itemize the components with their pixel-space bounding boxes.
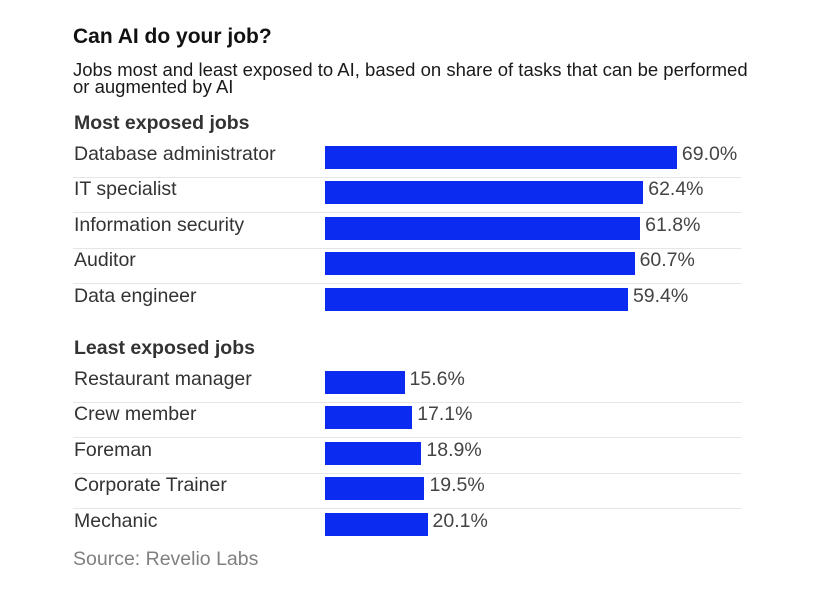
bar-row: Auditor 60.7% (73, 247, 741, 285)
chart-title: Can AI do your job? (73, 25, 272, 48)
bar-value-label: 17.1% (417, 403, 473, 426)
bar-category-label: IT specialist (74, 178, 177, 201)
bar (325, 441, 422, 465)
bar-row: Data engineer 59.4% (73, 283, 741, 319)
bar-category-label: Data engineer (74, 284, 197, 307)
bar-category-label: Mechanic (74, 509, 158, 532)
bar-category-label: Auditor (74, 249, 136, 272)
bar (325, 181, 644, 205)
source-note: Source: Revelio Labs (73, 548, 259, 570)
bar-category-label: Information security (74, 213, 245, 236)
bar-category-label: Restaurant manager (74, 368, 252, 390)
bar-value-label: 59.4% (632, 284, 689, 307)
bar (325, 512, 428, 536)
bar (325, 477, 425, 501)
bar-row: IT specialist 62.4% (73, 176, 741, 214)
bar (325, 406, 413, 430)
bar-row: Corporate Trainer 19.5% (73, 472, 741, 510)
bar (325, 146, 677, 169)
bar-row: Crew member 17.1% (73, 401, 741, 439)
chart-subtitle: Jobs most and least exposed to AI, based… (73, 59, 748, 97)
bar-category-label: Foreman (74, 438, 153, 461)
bar-value-label: 18.9% (426, 438, 482, 461)
bar (325, 371, 405, 394)
bar-value-label: 15.6% (409, 368, 465, 390)
bar-row: Restaurant manager 15.6% (73, 366, 741, 403)
section-heading-least-exposed: Least exposed jobs (74, 337, 255, 359)
bar-value-label: 61.8% (645, 213, 701, 236)
bar-value-label: 60.7% (639, 249, 695, 272)
bar (325, 287, 628, 311)
bar-value-label: 19.5% (429, 474, 485, 497)
bar-category-label: Database administrator (74, 143, 276, 165)
bar (325, 216, 641, 240)
bar-value-label: 62.4% (648, 178, 704, 201)
bar-row: Information security 61.8% (73, 212, 741, 249)
bar-category-label: Corporate Trainer (74, 474, 227, 497)
bar (325, 252, 635, 276)
bar-row: Mechanic 20.1% (73, 508, 741, 544)
bar-row: Database administrator 69.0% (73, 141, 741, 178)
bar-category-label: Crew member (74, 403, 197, 426)
bar-row: Foreman 18.9% (73, 437, 741, 474)
section-heading-most-exposed: Most exposed jobs (74, 112, 250, 134)
bar-value-label: 20.1% (432, 509, 488, 532)
bar-value-label: 69.0% (681, 143, 738, 165)
